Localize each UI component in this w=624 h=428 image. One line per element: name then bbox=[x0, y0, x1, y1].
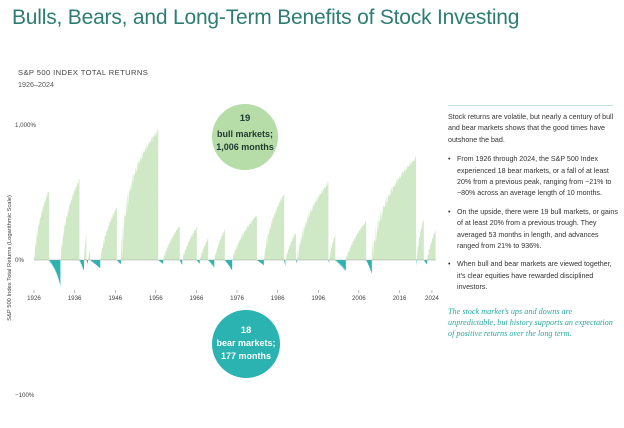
bear-market-area bbox=[284, 260, 286, 267]
x-tick-label: 1936 bbox=[68, 295, 82, 302]
x-tick-label: 1966 bbox=[190, 295, 204, 302]
bull-market-area bbox=[345, 220, 367, 260]
sidebar-closing: The stock market’s ups and downs are unp… bbox=[448, 306, 613, 339]
bear-badge-count: 18 bbox=[241, 325, 252, 336]
x-tick-label: 1946 bbox=[108, 295, 122, 302]
bullet-glyph: • bbox=[448, 207, 451, 216]
bull-badge-count: 19 bbox=[240, 113, 251, 124]
bull-market-area bbox=[371, 155, 417, 260]
bear-market-area bbox=[328, 260, 330, 264]
bear-market-area bbox=[208, 260, 215, 268]
bullet-glyph: • bbox=[448, 155, 451, 164]
chart-subtitle: S&P 500 INDEX TOTAL RETURNS bbox=[18, 68, 149, 77]
x-tick-label: 1996 bbox=[311, 295, 325, 302]
x-tick-label: 2024 bbox=[425, 295, 439, 302]
x-tick-label: 1956 bbox=[149, 295, 163, 302]
bull-market-area bbox=[263, 193, 285, 260]
bull-badge-line1: bull markets; bbox=[217, 129, 273, 139]
bear-market-area bbox=[366, 260, 372, 274]
bull-market-area bbox=[163, 225, 180, 260]
bull-market-area bbox=[329, 234, 336, 260]
x-tick-label: 1976 bbox=[230, 295, 244, 302]
x-tick-label: 2006 bbox=[352, 295, 366, 302]
bull-badge-circle bbox=[212, 104, 278, 170]
bull-market-area bbox=[34, 190, 50, 260]
sidebar-divider bbox=[448, 105, 613, 106]
bull-market-area bbox=[214, 229, 225, 260]
bull-market-area bbox=[297, 181, 329, 260]
bull-badge-line2: 1,006 months bbox=[216, 142, 274, 152]
y-tick-label: −100% bbox=[15, 392, 35, 399]
bear-market-area bbox=[79, 260, 84, 272]
sidebar-intro: Stock returns are volatile, but nearly a… bbox=[448, 113, 614, 144]
bear-market-area bbox=[179, 260, 183, 266]
bear-market-area bbox=[86, 260, 89, 264]
x-tick-label: 2016 bbox=[393, 295, 407, 302]
bear-market-area bbox=[335, 260, 346, 272]
bear-market-area bbox=[295, 260, 298, 264]
sidebar-bullet-list: • From 1926 through 2024, the S&P 500 Ind… bbox=[448, 154, 618, 293]
sidebar-bullet: • From 1926 through 2024, the S&P 500 Ind… bbox=[448, 154, 618, 200]
bear-badge-line2: 177 months bbox=[221, 351, 271, 361]
sidebar-bullet-text: When bull and bear markets are viewed to… bbox=[457, 260, 612, 292]
x-tick-label: 1926 bbox=[27, 295, 41, 302]
bullet-glyph: • bbox=[448, 260, 451, 269]
bull-market-area bbox=[88, 248, 91, 260]
bear-markets-badge: 18 bear markets; 177 months bbox=[212, 310, 280, 378]
sidebar-bullet: • When bull and bear markets are viewed t… bbox=[448, 259, 618, 293]
y-tick-label: 0% bbox=[15, 257, 24, 264]
sidebar-bullet-text: From 1926 through 2024, the S&P 500 Inde… bbox=[457, 155, 612, 198]
bear-market-area bbox=[158, 260, 164, 264]
bull-market-area bbox=[199, 238, 209, 260]
sidebar-bullet-text: On the upside, there were 19 bull market… bbox=[457, 207, 618, 251]
bear-market-area bbox=[116, 260, 121, 265]
chart-bars bbox=[34, 128, 436, 287]
bull-market-area bbox=[182, 227, 197, 260]
y-axis-ticks: 1,000% 0% −100% bbox=[15, 122, 36, 399]
sidebar: Stock returns are volatile, but nearly a… bbox=[448, 112, 618, 347]
bull-markets-badge: 19 bull markets; 1,006 months bbox=[212, 104, 278, 170]
x-axis-ticks: 1926 1936 1946 1956 1966 1976 1986 1996 2006 2016… bbox=[27, 290, 439, 302]
bull-market-area bbox=[427, 230, 436, 260]
y-tick-label: 1,000% bbox=[15, 122, 36, 129]
bear-market-area bbox=[423, 260, 428, 265]
bear-market-area bbox=[49, 260, 61, 287]
bear-market-area bbox=[90, 260, 101, 269]
bull-market-area bbox=[232, 214, 257, 260]
bear-market-area bbox=[224, 260, 233, 271]
chart-date-range: 1926–2024 bbox=[18, 80, 54, 89]
x-tick-label: 1986 bbox=[271, 295, 285, 302]
bull-market-area bbox=[285, 232, 296, 260]
bull-market-area bbox=[83, 233, 87, 260]
bear-badge-line1: bear markets; bbox=[216, 338, 275, 348]
bull-market-area bbox=[100, 207, 117, 260]
bear-market-area bbox=[196, 260, 200, 265]
stock-market-chart: 1,000%0%−100% 1926 1936 1946 1956 1966 1976 19… bbox=[7, 104, 439, 399]
bear-market-area bbox=[256, 260, 264, 266]
y-axis-label: S&P 500 Index Total Returns (Logarithmic… bbox=[7, 195, 13, 321]
bear-badge-circle bbox=[212, 310, 280, 378]
bull-market-area bbox=[416, 217, 424, 260]
bull-market-area bbox=[60, 178, 80, 260]
sidebar-bullet: • On the upside, there were 19 bull marke… bbox=[448, 207, 618, 253]
page-title: Bulls, Bears, and Long-Term Benefits of … bbox=[12, 6, 520, 29]
bull-market-area bbox=[120, 128, 159, 260]
